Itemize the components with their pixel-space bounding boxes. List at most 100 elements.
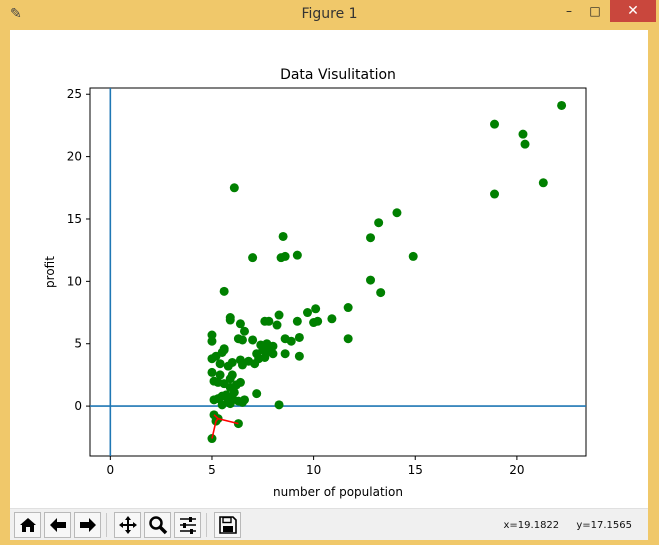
chart-title: Data Visulitation — [280, 67, 396, 83]
cursor-coordinates: x=19.1822 y=17.1565 — [490, 520, 633, 531]
data-point — [280, 251, 290, 261]
data-point — [274, 400, 284, 410]
coord-y: y=17.1565 — [576, 520, 632, 531]
data-point — [408, 251, 418, 261]
pan-button[interactable] — [114, 512, 141, 538]
forward-icon — [79, 518, 96, 532]
axis-ticks: 0 5 10 15 20 0 5 10 15 20 25 — [67, 87, 525, 477]
data-point — [237, 335, 247, 345]
data-point — [264, 316, 274, 326]
data-point — [217, 400, 227, 410]
data-point — [286, 336, 296, 346]
home-button[interactable] — [14, 512, 41, 538]
x-tick-label: 5 — [208, 463, 216, 477]
data-point — [227, 357, 237, 367]
y-tick-label: 5 — [74, 337, 82, 351]
data-point — [557, 100, 567, 110]
data-point — [490, 119, 500, 129]
red-line-series — [211, 414, 239, 439]
data-point — [366, 275, 376, 285]
save-icon — [218, 516, 237, 534]
data-point — [294, 332, 304, 342]
x-tick-label: 20 — [509, 463, 524, 477]
data-point — [311, 304, 321, 314]
data-point — [343, 303, 353, 313]
data-point — [538, 178, 548, 188]
back-button[interactable] — [44, 512, 71, 538]
y-tick-label: 25 — [67, 87, 82, 101]
data-point — [252, 389, 262, 399]
minimize-button[interactable]: – — [566, 4, 572, 18]
data-point — [520, 139, 530, 149]
navigation-toolbar: x=19.1822 y=17.1565 — [10, 508, 650, 541]
forward-button[interactable] — [74, 512, 101, 538]
data-point — [225, 315, 235, 325]
data-point — [207, 330, 217, 340]
data-point — [207, 336, 217, 346]
toolbar-separator — [106, 513, 107, 537]
x-tick-label: 15 — [408, 463, 423, 477]
axes-frame — [89, 87, 587, 457]
data-point — [227, 370, 237, 380]
feather-icon: ✎ — [10, 6, 22, 22]
pan-icon — [118, 516, 137, 534]
data-point — [272, 320, 282, 330]
configure-subplots-button[interactable] — [174, 512, 201, 538]
data-point — [327, 314, 337, 324]
data-point — [309, 318, 319, 328]
data-point — [280, 349, 290, 359]
data-point — [229, 183, 239, 193]
data-point — [303, 308, 313, 318]
data-point — [343, 334, 353, 344]
maximize-button[interactable]: □ — [589, 4, 601, 18]
zoom-icon — [148, 516, 167, 535]
data-point — [292, 316, 302, 326]
data-point — [518, 129, 528, 139]
data-point — [274, 310, 284, 320]
data-point — [215, 359, 225, 369]
x-axis-label: number of population — [273, 485, 403, 499]
data-point — [374, 218, 384, 228]
data-point — [235, 377, 245, 387]
window-frame-bottom — [0, 540, 659, 545]
figure-background — [10, 30, 650, 508]
data-point — [392, 208, 402, 218]
data-point — [248, 335, 258, 345]
scatter-plot[interactable]: Data Visulitation number of population p… — [10, 30, 650, 508]
data-point — [215, 370, 225, 380]
window-frame-right — [648, 30, 659, 545]
data-point — [225, 399, 235, 409]
data-point — [490, 189, 500, 199]
data-point — [239, 395, 249, 405]
y-tick-label: 20 — [67, 150, 82, 164]
data-point — [264, 346, 274, 356]
data-point — [239, 326, 249, 336]
figure-canvas[interactable]: Data Visulitation number of population p… — [10, 30, 650, 541]
data-point — [292, 250, 302, 260]
y-tick-label: 15 — [67, 212, 82, 226]
data-point — [366, 233, 376, 243]
zoom-button[interactable] — [144, 512, 171, 538]
data-point — [376, 288, 386, 298]
configure-subplots-icon — [179, 517, 196, 534]
data-point — [248, 253, 258, 263]
red-line — [211, 414, 239, 439]
home-icon — [19, 518, 36, 532]
back-icon — [49, 518, 66, 532]
save-button[interactable] — [214, 512, 241, 538]
x-tick-label: 0 — [107, 463, 115, 477]
data-point — [278, 231, 288, 241]
y-tick-label: 10 — [67, 274, 82, 288]
data-point — [207, 354, 217, 364]
data-point — [294, 351, 304, 361]
window-title: Figure 1 — [301, 6, 358, 22]
y-axis-label: profit — [43, 256, 57, 288]
close-button[interactable]: ✕ — [610, 0, 656, 22]
data-point — [207, 434, 217, 444]
data-point — [207, 367, 217, 377]
data-points — [207, 100, 567, 444]
toolbar-separator — [206, 513, 207, 537]
y-tick-label: 0 — [74, 399, 82, 413]
data-point — [229, 387, 239, 397]
coord-x: x=19.1822 — [503, 520, 560, 531]
